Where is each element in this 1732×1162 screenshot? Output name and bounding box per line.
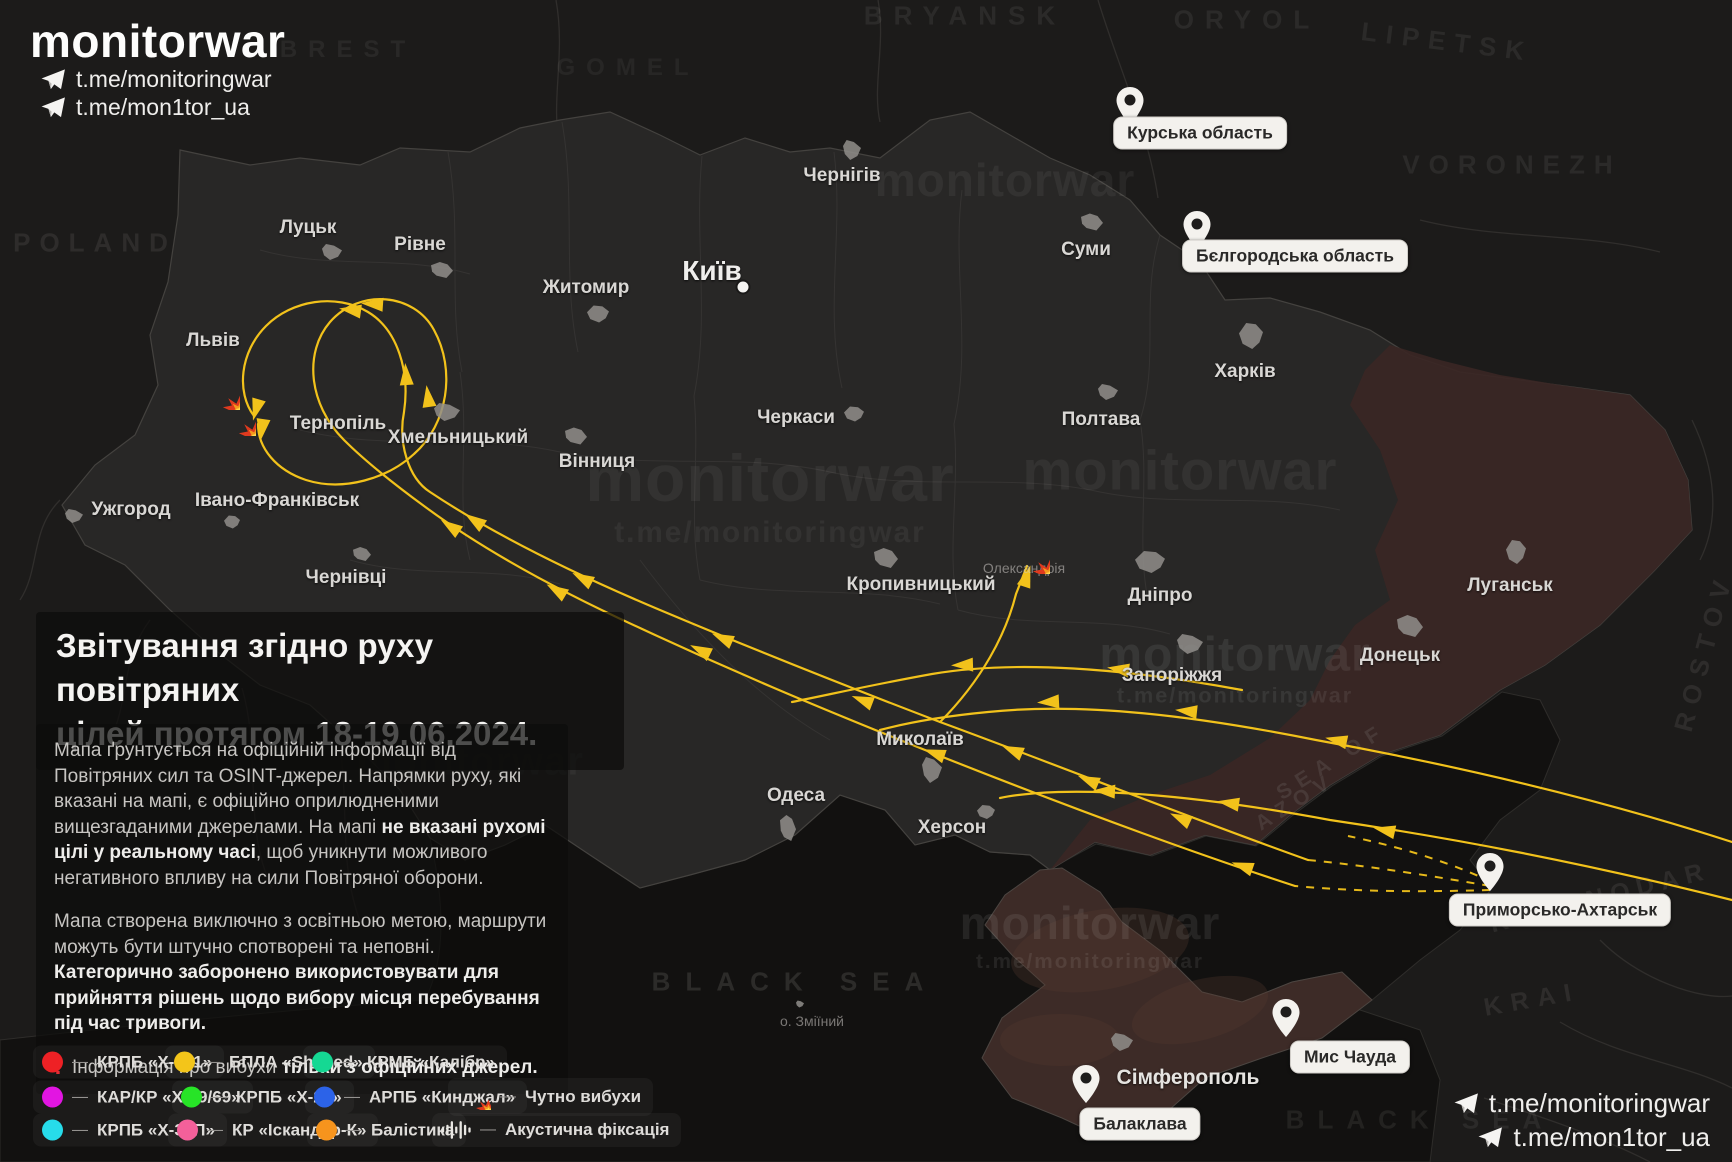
city-label-Хмельницький: Хмельницький bbox=[387, 427, 529, 448]
city-label-Тернопіль: Тернопіль bbox=[289, 413, 387, 434]
route-dashed-stubs bbox=[1294, 835, 1493, 893]
city-area-shape bbox=[1135, 551, 1165, 573]
city-label-Луцьк: Луцьк bbox=[279, 217, 337, 238]
city-area-shape bbox=[434, 403, 460, 421]
city-area-shape bbox=[1111, 1033, 1133, 1051]
city-area-shape bbox=[353, 547, 371, 561]
city-area-shape bbox=[1506, 540, 1526, 564]
city-area-shape bbox=[1397, 615, 1423, 637]
city-label-Сімферополь: Сімферополь bbox=[1116, 1066, 1260, 1089]
city-area-shape bbox=[977, 805, 995, 819]
city-area-shape bbox=[1098, 384, 1118, 400]
pin-label-Приморсько-Ахтарськ: Приморсько-Ахтарськ bbox=[1448, 893, 1672, 927]
city-label-о. Зміїний: о. Зміїний bbox=[779, 1013, 845, 1029]
oblast-borders bbox=[259, 121, 1341, 741]
pin-label-Балаклава: Балаклава bbox=[1079, 1107, 1201, 1141]
pin-label-Курська область: Курська область bbox=[1113, 116, 1287, 150]
city-label-Чернівці: Чернівці bbox=[305, 567, 387, 588]
city-label-Львів: Львів bbox=[186, 330, 240, 351]
city-area-shape bbox=[224, 515, 240, 529]
city-area-shape bbox=[1177, 634, 1203, 654]
city-label-Чернігів: Чернігів bbox=[803, 165, 881, 186]
city-area-shape bbox=[796, 1000, 804, 1008]
city-area-shape bbox=[874, 548, 898, 568]
city-area-shape bbox=[844, 406, 864, 422]
city-label-Полтава: Полтава bbox=[1061, 409, 1141, 430]
city-label-Дніпро: Дніпро bbox=[1127, 585, 1193, 606]
city-area-shape bbox=[780, 815, 796, 841]
route-arrowheads bbox=[252, 297, 1397, 877]
pin-label-Бєлгородська область: Бєлгородська область bbox=[1182, 239, 1408, 273]
city-label-Київ: Київ bbox=[682, 255, 742, 286]
city-area-shape bbox=[431, 262, 453, 278]
kyiv-city-dot bbox=[737, 281, 749, 293]
city-area-shape bbox=[565, 427, 587, 445]
pin-marker-icon bbox=[1271, 998, 1301, 1038]
city-area-shape bbox=[322, 244, 342, 260]
city-label-Донецьк: Донецьк bbox=[1359, 645, 1441, 666]
city-label-Миколаїв: Миколаїв bbox=[876, 729, 964, 750]
city-area-shape bbox=[65, 509, 83, 523]
city-label-Кропивницький: Кропивницький bbox=[846, 574, 996, 595]
occupied-territory-east bbox=[1050, 345, 1692, 870]
city-area-shape bbox=[922, 757, 942, 783]
pin-label-Мис Чауда: Мис Чауда bbox=[1289, 1040, 1411, 1074]
pin-marker-icon bbox=[1071, 1064, 1101, 1104]
city-label-Житомир: Житомир bbox=[542, 277, 630, 298]
city-label-Харків: Харків bbox=[1214, 361, 1276, 382]
city-area-shape bbox=[843, 140, 861, 160]
city-label-Запоріжжя: Запоріжжя bbox=[1121, 665, 1223, 686]
city-label-Суми: Суми bbox=[1061, 239, 1111, 260]
city-label-Луганськ: Луганськ bbox=[1467, 575, 1553, 596]
city-label-Рівне: Рівне bbox=[394, 234, 446, 255]
city-area-shape bbox=[1081, 213, 1103, 231]
crimea-texture bbox=[1000, 907, 1269, 1066]
city-label-Одеса: Одеса bbox=[766, 785, 826, 806]
city-label-Херсон: Херсон bbox=[917, 817, 987, 838]
city-label-Черкаси: Черкаси bbox=[757, 407, 835, 428]
pin-marker-icon bbox=[1475, 852, 1505, 892]
city-label-Івано-Франківськ: Івано-Франківськ bbox=[194, 490, 360, 511]
city-label-Ужгород: Ужгород bbox=[91, 499, 171, 520]
city-label-Вінниця: Вінниця bbox=[558, 451, 636, 472]
city-area-shape bbox=[587, 305, 609, 323]
